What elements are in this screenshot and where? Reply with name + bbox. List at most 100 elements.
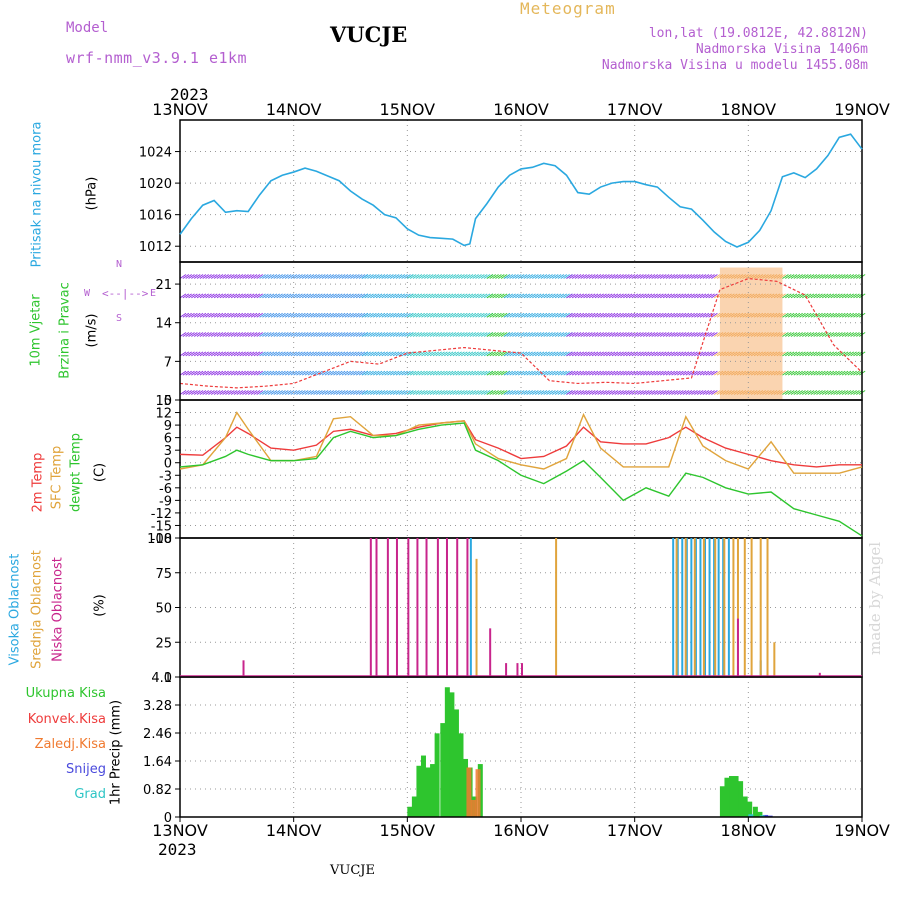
wind-arrow xyxy=(623,370,630,376)
wind-arrow xyxy=(262,293,269,299)
wind-arrow xyxy=(381,332,389,337)
wind-arrow xyxy=(662,390,670,395)
wind-arrow xyxy=(816,293,823,299)
wind-arrow xyxy=(230,370,238,376)
wind-arrow xyxy=(853,274,860,279)
wind-arrow xyxy=(767,370,775,376)
wind-arrow xyxy=(574,293,582,299)
legend-rain-frz: Zaledj.Kisa xyxy=(34,737,106,752)
wind-arrow xyxy=(606,293,613,299)
rain-total-bar xyxy=(440,723,446,817)
wind-arrow xyxy=(370,274,377,279)
wind-arrow xyxy=(307,370,315,376)
wind-arrow xyxy=(472,332,479,337)
wind-arrow xyxy=(827,390,835,395)
ytick-label: -12 xyxy=(151,507,172,522)
wind-arrow xyxy=(776,274,783,279)
wind-arrow xyxy=(245,274,252,279)
wind-arrow xyxy=(375,312,383,318)
wind-arrow xyxy=(557,390,565,395)
wind-arrow xyxy=(421,312,428,318)
wind-arrow xyxy=(520,312,528,318)
wind-arrow xyxy=(779,274,786,279)
wind-arrow xyxy=(318,390,326,395)
wind-arrow xyxy=(540,370,548,376)
wind-arrow xyxy=(202,332,209,337)
wind-arrow xyxy=(691,312,698,318)
wind-arrow xyxy=(279,351,286,357)
wind-arrow xyxy=(608,370,616,376)
wind-arrow xyxy=(586,370,593,376)
wind-arrow xyxy=(193,332,201,337)
wind-arrow xyxy=(415,390,423,395)
wind-arrow xyxy=(617,390,624,395)
wind-arrow xyxy=(515,274,522,279)
wind-arrow xyxy=(270,293,278,299)
wind-arrow xyxy=(179,370,187,376)
wind-arrow xyxy=(483,351,491,357)
wind-arrow xyxy=(597,293,604,299)
wind-arrow xyxy=(560,293,568,299)
wind-arrow xyxy=(512,370,519,376)
cloud-low-bar xyxy=(521,663,523,677)
wind-arrow xyxy=(441,390,448,395)
wind-arrow xyxy=(523,370,531,376)
wind-arrow xyxy=(418,370,425,376)
wind-arrow xyxy=(276,370,283,376)
wind-arrow xyxy=(199,390,207,395)
wind-arrow xyxy=(407,293,414,299)
wind-arrow xyxy=(679,293,687,299)
ytick-label: 1.64 xyxy=(143,755,172,770)
wind-arrow xyxy=(384,332,391,337)
wind-arrow xyxy=(435,351,442,357)
wind-arrow xyxy=(779,370,786,376)
wind-arrow xyxy=(284,274,292,279)
wind-arrow xyxy=(228,390,235,395)
wind-arrow xyxy=(387,293,394,299)
wind-arrow xyxy=(600,390,607,395)
wind-arrow xyxy=(236,312,244,318)
wind-arrow xyxy=(770,293,778,299)
wind-arrow xyxy=(324,390,332,395)
wind-arrow xyxy=(421,390,428,395)
wind-arrow xyxy=(623,274,630,279)
wind-arrow xyxy=(534,351,542,357)
wind-arrow xyxy=(679,351,687,357)
wind-arrow xyxy=(350,274,357,279)
wind-arrow xyxy=(452,370,460,376)
wind-arrow xyxy=(213,370,221,376)
wind-arrow xyxy=(211,312,218,318)
wind-arrow xyxy=(739,274,747,279)
wind-arrow xyxy=(753,293,761,299)
wind-arrow xyxy=(711,351,718,357)
wind-arrow xyxy=(407,312,414,318)
wind-arrow xyxy=(696,351,704,357)
wind-arrow xyxy=(540,390,548,395)
wind-arrow xyxy=(367,274,374,279)
wind-arrow xyxy=(765,332,772,337)
ytick-label: 1024 xyxy=(139,146,172,161)
wind-arrow xyxy=(569,312,576,318)
wind-arrow xyxy=(804,390,812,395)
wind-arrow xyxy=(276,332,283,337)
wind-arrow xyxy=(222,370,229,376)
wind-arrow xyxy=(409,332,417,337)
wind-arrow xyxy=(199,351,207,357)
wind-arrow xyxy=(836,274,843,279)
wind-arrow xyxy=(395,312,403,318)
wind-arrow xyxy=(634,351,641,357)
wind-arrow xyxy=(756,370,764,376)
wind-arrow xyxy=(640,312,647,318)
wind-arrow xyxy=(600,332,607,337)
wind-arrow xyxy=(372,390,380,395)
wind-arrow xyxy=(759,332,766,337)
wind-arrow xyxy=(262,390,269,395)
rain-frz-bar xyxy=(470,799,476,817)
wind-arrow xyxy=(719,332,727,337)
wind-arrow xyxy=(429,312,437,318)
model-name: wrf-nmm_v3.9.1 e1km xyxy=(66,49,248,67)
wind-arrow xyxy=(671,312,678,318)
wind-arrow xyxy=(668,351,676,357)
wind-arrow xyxy=(179,351,187,357)
wind-arrow xyxy=(733,390,741,395)
